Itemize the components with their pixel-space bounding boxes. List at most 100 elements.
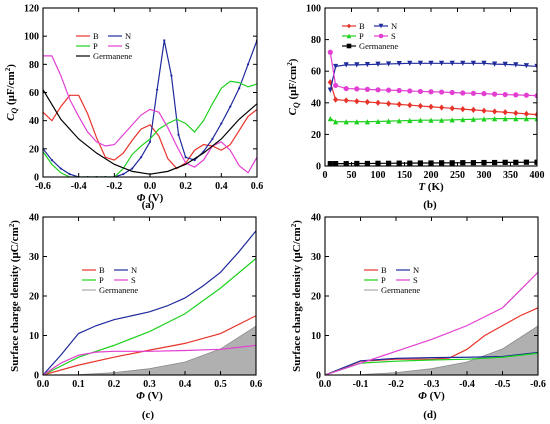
legend-label-germanene: Germanene [99, 285, 138, 295]
y-tick-label: 30 [311, 252, 321, 263]
panel-label: (b) [423, 199, 437, 211]
data-point-germanene [364, 160, 370, 166]
y-tick-label: 0 [34, 173, 39, 184]
y-tick-label: 40 [311, 213, 321, 224]
data-point-germanene [492, 159, 498, 166]
series-line-b [43, 94, 257, 170]
x-tick-label: 250 [450, 170, 465, 181]
y-axis-label-close: ) [9, 220, 21, 224]
series-line-p [43, 258, 256, 375]
data-point-n [375, 61, 381, 67]
data-point-b [375, 99, 381, 106]
data-point-n [333, 63, 339, 70]
data-point-s [333, 82, 339, 89]
data-point-n [327, 87, 333, 93]
data-point-n [156, 88, 159, 91]
chart-panel-4: 0.0 -0.1 -0.2 -0.3 -0.4 -0.5 -0.6 0 10 20 30 40 Φ (V… [290, 213, 546, 422]
x-tick-label: -0.6 [35, 181, 51, 192]
legend-label-germanene: Germanene [359, 41, 398, 51]
legend-label-germanene: Germanene [93, 51, 132, 61]
data-point-germanene [407, 160, 413, 166]
series-line-n [43, 230, 256, 375]
data-point-b [502, 109, 508, 116]
data-point-germanene [417, 160, 423, 166]
series-line-s [43, 55, 257, 174]
data-point-b [428, 103, 434, 110]
data-point-n [246, 63, 250, 66]
data-point-n [122, 173, 125, 176]
series-line-b [43, 315, 256, 375]
x-axis-label-symbol: Φ [136, 390, 145, 402]
series-line-n [329, 62, 537, 91]
data-point-p [364, 119, 370, 125]
y-tick-label: 60 [29, 88, 39, 99]
y-axis-label: Surface charge density (μC/cm2) [8, 220, 21, 372]
data-point-n [460, 60, 466, 66]
data-point-b [343, 97, 349, 104]
y-tick-label: 10 [311, 331, 321, 342]
plot-area [325, 271, 538, 375]
x-tick-label: 0.0 [144, 181, 157, 192]
series-line-s [329, 52, 537, 97]
data-point-germanene [534, 159, 537, 165]
x-tick-label: 150 [397, 170, 412, 181]
data-point-n [238, 87, 241, 90]
y-axis-label-superscript: 2 [286, 62, 294, 66]
data-point-n [131, 167, 134, 170]
data-point-germanene [460, 160, 466, 166]
data-point-n [407, 60, 413, 66]
legend-label-s: S [131, 275, 136, 285]
x-axis-label-symbol: Φ [137, 192, 146, 204]
data-point-s [460, 90, 466, 96]
x-tick-label: 200 [424, 170, 439, 181]
y-tick-label: 0 [316, 162, 321, 173]
y-axis-label-unit: (μF/cm [5, 71, 17, 107]
data-point-n [148, 140, 152, 143]
y-tick-label: 30 [29, 252, 39, 263]
data-point-p [460, 116, 466, 123]
data-point-n [139, 156, 143, 159]
data-point-p [354, 119, 360, 125]
data-point-s [449, 89, 455, 96]
series-line-p [43, 80, 257, 177]
chart-panel-2: 0 50 100 150 200 250 300 350 400 0 20 40 60 80 100 T (K… [286, 4, 545, 212]
x-tick-label: 350 [503, 170, 518, 181]
x-tick-label: 0 [323, 170, 328, 181]
data-point-n [163, 39, 166, 42]
data-point-b [354, 98, 360, 105]
legend-label-b: B [99, 265, 105, 275]
y-tick-label: 20 [311, 130, 321, 141]
y-tick-label: 0 [34, 371, 39, 382]
chart-panel-3: 0.0 0.1 0.2 0.3 0.4 0.5 0.6 0 10 20 30 40 Φ (V) Surfa… [8, 213, 262, 422]
data-point-n [470, 60, 476, 66]
data-point-n [523, 63, 529, 69]
data-point-p [439, 117, 445, 123]
data-point-b [386, 100, 392, 107]
data-point-p [417, 117, 423, 123]
x-tick-label: -0.4 [459, 379, 475, 390]
y-tick-label: 100 [306, 4, 321, 15]
data-point-s [343, 85, 349, 92]
data-point-p [534, 116, 537, 122]
legend-label-germanene: Germanene [381, 285, 420, 295]
x-axis-label: Φ (V) [137, 192, 164, 204]
data-point-s [481, 91, 487, 97]
x-tick-label: 0.1 [72, 379, 85, 390]
x-tick-label: 0.4 [215, 181, 228, 192]
legend-label-s: S [125, 41, 130, 51]
data-point-b [470, 106, 476, 114]
x-tick-label: -0.6 [530, 379, 546, 390]
legend-marker [346, 23, 352, 29]
x-axis-label-unit: (V) [145, 192, 163, 204]
data-point-s [354, 86, 360, 92]
legend-marker [346, 33, 352, 39]
data-point-n [59, 167, 62, 170]
x-tick-label: 0.6 [251, 181, 264, 192]
data-point-germanene [327, 161, 333, 166]
x-tick-label: 0.5 [214, 379, 227, 390]
y-axis-label-unit: Surface charge density (μC/cm [9, 227, 21, 372]
legend-label-p: P [381, 275, 386, 285]
